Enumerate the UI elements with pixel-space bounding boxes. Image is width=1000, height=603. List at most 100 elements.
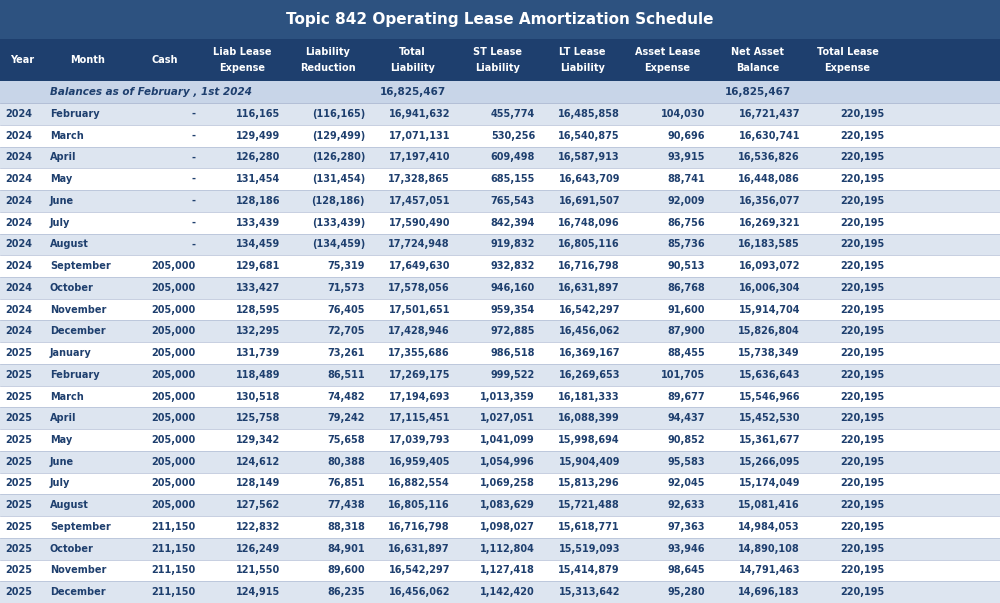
Text: -: - bbox=[191, 174, 195, 184]
Text: 128,149: 128,149 bbox=[236, 478, 280, 488]
Text: 16,882,554: 16,882,554 bbox=[388, 478, 450, 488]
Text: 77,438: 77,438 bbox=[327, 500, 365, 510]
FancyBboxPatch shape bbox=[0, 408, 1000, 429]
Text: February: February bbox=[50, 370, 100, 380]
Text: 79,242: 79,242 bbox=[328, 413, 365, 423]
Text: 16,631,897: 16,631,897 bbox=[558, 283, 620, 293]
Text: 16,183,585: 16,183,585 bbox=[738, 239, 800, 250]
Text: 15,813,296: 15,813,296 bbox=[558, 478, 620, 488]
Text: 220,195: 220,195 bbox=[841, 456, 885, 467]
Text: 16,485,858: 16,485,858 bbox=[558, 109, 620, 119]
Text: 16,369,167: 16,369,167 bbox=[558, 348, 620, 358]
Text: 2025: 2025 bbox=[5, 566, 32, 575]
Text: 16,643,709: 16,643,709 bbox=[558, 174, 620, 184]
FancyBboxPatch shape bbox=[0, 147, 1000, 168]
Text: 205,000: 205,000 bbox=[151, 456, 195, 467]
Text: 17,071,131: 17,071,131 bbox=[389, 131, 450, 140]
FancyBboxPatch shape bbox=[0, 233, 1000, 255]
Text: 16,456,062: 16,456,062 bbox=[389, 587, 450, 597]
FancyBboxPatch shape bbox=[0, 386, 1000, 408]
FancyBboxPatch shape bbox=[0, 39, 1000, 81]
Text: 15,636,643: 15,636,643 bbox=[738, 370, 800, 380]
Text: 220,195: 220,195 bbox=[841, 196, 885, 206]
Text: 919,832: 919,832 bbox=[491, 239, 535, 250]
Text: -: - bbox=[191, 218, 195, 228]
Text: 1,041,099: 1,041,099 bbox=[480, 435, 535, 445]
Text: 94,437: 94,437 bbox=[668, 413, 705, 423]
Text: 16,716,798: 16,716,798 bbox=[558, 261, 620, 271]
Text: 93,915: 93,915 bbox=[668, 153, 705, 162]
Text: 959,354: 959,354 bbox=[491, 305, 535, 315]
Text: 2025: 2025 bbox=[5, 456, 32, 467]
FancyBboxPatch shape bbox=[0, 255, 1000, 277]
Text: ST Lease: ST Lease bbox=[473, 48, 522, 57]
Text: -: - bbox=[191, 109, 195, 119]
Text: 104,030: 104,030 bbox=[661, 109, 705, 119]
Text: 74,482: 74,482 bbox=[327, 391, 365, 402]
Text: 17,039,793: 17,039,793 bbox=[389, 435, 450, 445]
Text: 205,000: 205,000 bbox=[151, 478, 195, 488]
Text: 128,186: 128,186 bbox=[236, 196, 280, 206]
Text: 75,319: 75,319 bbox=[328, 261, 365, 271]
Text: 90,852: 90,852 bbox=[667, 435, 705, 445]
Text: 15,738,349: 15,738,349 bbox=[738, 348, 800, 358]
Text: 220,195: 220,195 bbox=[841, 478, 885, 488]
Text: 76,851: 76,851 bbox=[327, 478, 365, 488]
Text: Year: Year bbox=[10, 55, 35, 65]
Text: 2025: 2025 bbox=[5, 544, 32, 554]
Text: 15,361,677: 15,361,677 bbox=[738, 435, 800, 445]
Text: 17,115,451: 17,115,451 bbox=[389, 413, 450, 423]
Text: 16,356,077: 16,356,077 bbox=[738, 196, 800, 206]
FancyBboxPatch shape bbox=[0, 429, 1000, 451]
Text: 220,195: 220,195 bbox=[841, 348, 885, 358]
Text: 2024: 2024 bbox=[5, 174, 32, 184]
Text: 126,280: 126,280 bbox=[236, 153, 280, 162]
Text: 999,522: 999,522 bbox=[491, 370, 535, 380]
Text: 14,984,053: 14,984,053 bbox=[738, 522, 800, 532]
Text: 220,195: 220,195 bbox=[841, 109, 885, 119]
Text: 220,195: 220,195 bbox=[841, 131, 885, 140]
Text: 205,000: 205,000 bbox=[151, 391, 195, 402]
Text: 2025: 2025 bbox=[5, 348, 32, 358]
Text: 84,901: 84,901 bbox=[327, 544, 365, 554]
Text: 16,716,798: 16,716,798 bbox=[388, 522, 450, 532]
FancyBboxPatch shape bbox=[0, 81, 1000, 103]
Text: 15,721,488: 15,721,488 bbox=[558, 500, 620, 510]
Text: Expense: Expense bbox=[220, 63, 266, 73]
FancyBboxPatch shape bbox=[0, 212, 1000, 233]
Text: August: August bbox=[50, 239, 89, 250]
Text: (134,459): (134,459) bbox=[312, 239, 365, 250]
Text: 205,000: 205,000 bbox=[151, 435, 195, 445]
Text: 205,000: 205,000 bbox=[151, 348, 195, 358]
Text: 72,705: 72,705 bbox=[328, 326, 365, 336]
Text: 2025: 2025 bbox=[5, 391, 32, 402]
Text: 211,150: 211,150 bbox=[151, 587, 195, 597]
Text: 1,142,420: 1,142,420 bbox=[480, 587, 535, 597]
Text: 133,427: 133,427 bbox=[236, 283, 280, 293]
Text: Liability: Liability bbox=[390, 63, 435, 73]
Text: 121,550: 121,550 bbox=[236, 566, 280, 575]
Text: 2024: 2024 bbox=[5, 239, 32, 250]
Text: 15,174,049: 15,174,049 bbox=[738, 478, 800, 488]
Text: 17,194,693: 17,194,693 bbox=[389, 391, 450, 402]
Text: 16,941,632: 16,941,632 bbox=[389, 109, 450, 119]
Text: 16,748,096: 16,748,096 bbox=[558, 218, 620, 228]
Text: 2025: 2025 bbox=[5, 413, 32, 423]
Text: 946,160: 946,160 bbox=[491, 283, 535, 293]
FancyBboxPatch shape bbox=[0, 190, 1000, 212]
Text: 1,027,051: 1,027,051 bbox=[480, 413, 535, 423]
Text: 76,405: 76,405 bbox=[328, 305, 365, 315]
Text: 16,540,875: 16,540,875 bbox=[558, 131, 620, 140]
Text: Liab Lease: Liab Lease bbox=[213, 48, 272, 57]
Text: 16,630,741: 16,630,741 bbox=[738, 131, 800, 140]
Text: 220,195: 220,195 bbox=[841, 305, 885, 315]
Text: 17,578,056: 17,578,056 bbox=[388, 283, 450, 293]
Text: 2025: 2025 bbox=[5, 500, 32, 510]
Text: 765,543: 765,543 bbox=[491, 196, 535, 206]
Text: LT Lease: LT Lease bbox=[559, 48, 606, 57]
Text: 220,195: 220,195 bbox=[841, 566, 885, 575]
Text: 16,721,437: 16,721,437 bbox=[738, 109, 800, 119]
Text: 129,342: 129,342 bbox=[236, 435, 280, 445]
Text: 15,519,093: 15,519,093 bbox=[558, 544, 620, 554]
Text: July: July bbox=[50, 218, 70, 228]
